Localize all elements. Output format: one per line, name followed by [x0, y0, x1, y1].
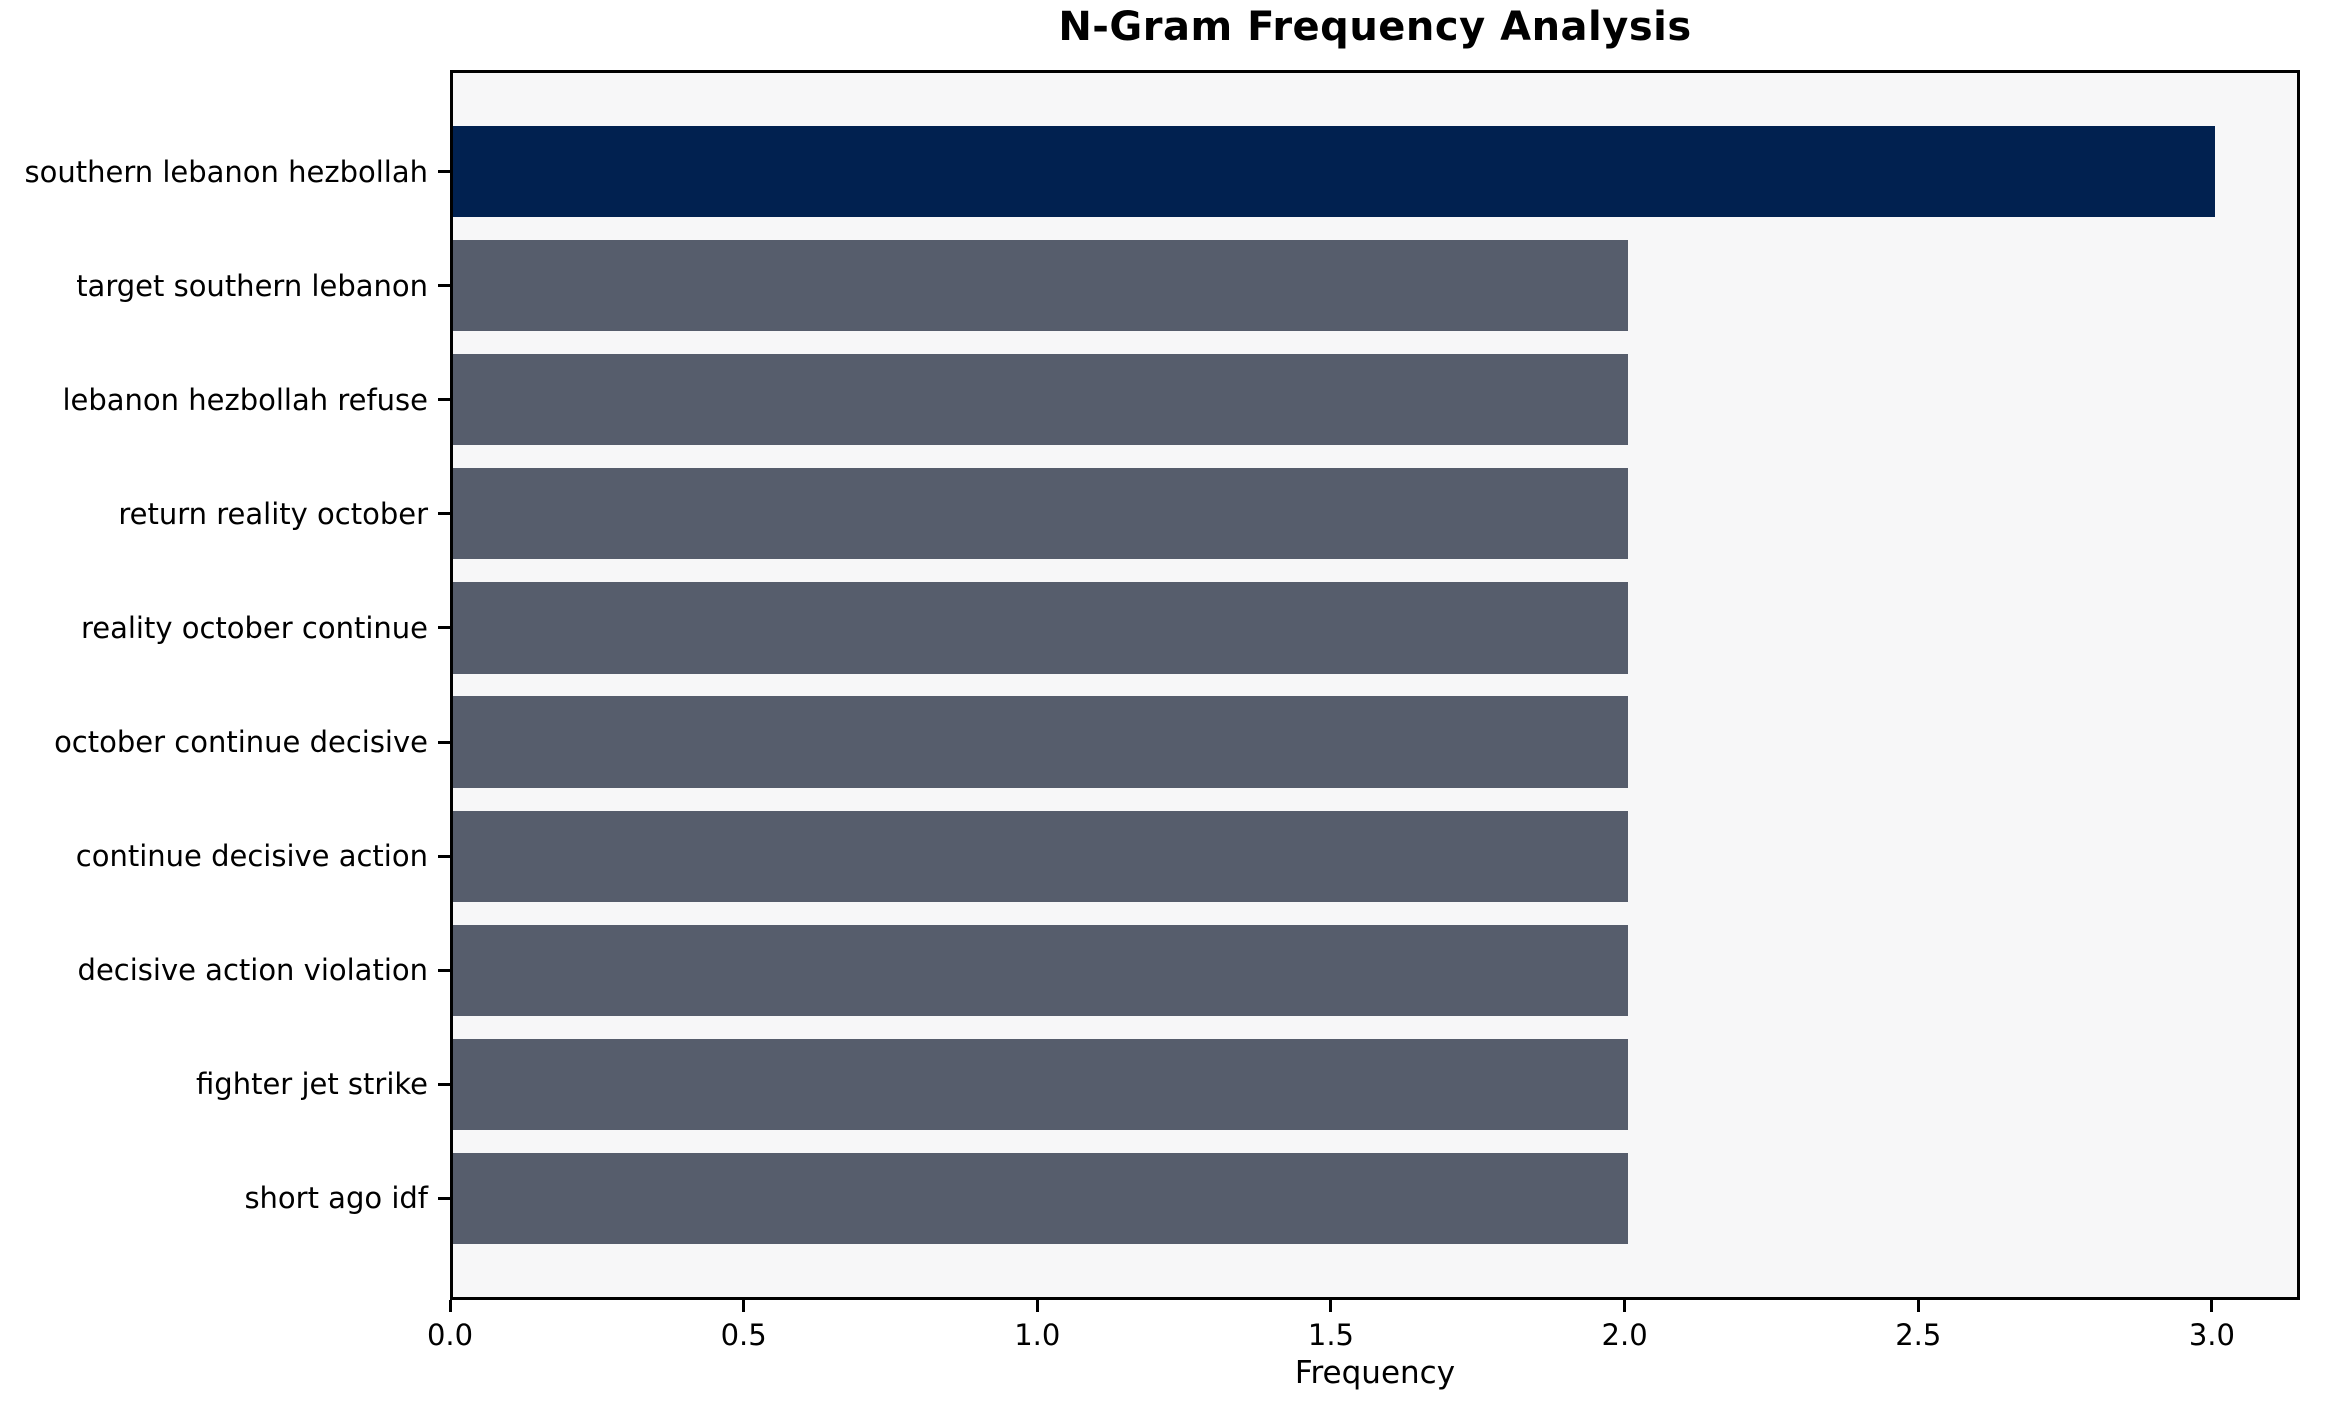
y-tick-label: return reality october [118, 496, 428, 531]
x-axis-label: Frequency [1294, 1355, 1456, 1391]
y-tick-mark [438, 1196, 450, 1200]
bar [453, 582, 1628, 674]
bar [453, 696, 1628, 788]
x-tick-mark [1623, 1300, 1627, 1312]
y-tick-label: short ago idf [244, 1181, 428, 1216]
bar [453, 468, 1628, 560]
bar [453, 1152, 1628, 1245]
x-tick-label: 0.5 [720, 1318, 767, 1352]
y-tick-label: october continue decisive [54, 725, 428, 760]
x-tick-label: 2.5 [1895, 1318, 1942, 1352]
y-tick-label: lebanon hezbollah refuse [62, 382, 428, 417]
bar [453, 810, 1628, 902]
y-tick-mark [438, 854, 450, 858]
y-tick-mark [438, 1082, 450, 1086]
x-tick-mark [2210, 1300, 2214, 1312]
bar [453, 240, 1628, 332]
bar [453, 924, 1628, 1016]
y-tick-mark [438, 740, 450, 744]
y-tick-label: decisive action violation [77, 953, 428, 988]
y-tick-label: target southern lebanon [76, 268, 428, 303]
bar [453, 125, 2215, 218]
x-tick-label: 1.5 [1307, 1318, 1354, 1352]
y-tick-mark [438, 398, 450, 402]
x-tick-mark [1329, 1300, 1333, 1312]
bar [453, 1038, 1628, 1130]
y-tick-label: fighter jet strike [196, 1067, 428, 1102]
plot-area [450, 70, 2300, 1300]
x-tick-label: 0.0 [426, 1318, 474, 1352]
y-tick-label: reality october continue [80, 610, 428, 645]
y-tick-mark [438, 170, 450, 174]
x-tick-mark [448, 1300, 452, 1312]
x-tick-mark [1035, 1300, 1039, 1312]
y-tick-label: southern lebanon hezbollah [24, 154, 429, 189]
y-tick-mark [438, 512, 450, 516]
y-tick-mark [438, 626, 450, 630]
y-tick-label: continue decisive action [75, 839, 428, 874]
x-tick-mark [742, 1300, 746, 1312]
chart-title: N-Gram Frequency Analysis [1058, 4, 1692, 50]
y-tick-mark [438, 284, 450, 288]
y-tick-mark [438, 968, 450, 972]
x-tick-label: 1.0 [1014, 1318, 1061, 1352]
x-tick-label: 2.0 [1601, 1318, 1648, 1352]
bar [453, 354, 1628, 446]
x-tick-label: 3.0 [2188, 1318, 2235, 1352]
x-tick-mark [1916, 1300, 1920, 1312]
